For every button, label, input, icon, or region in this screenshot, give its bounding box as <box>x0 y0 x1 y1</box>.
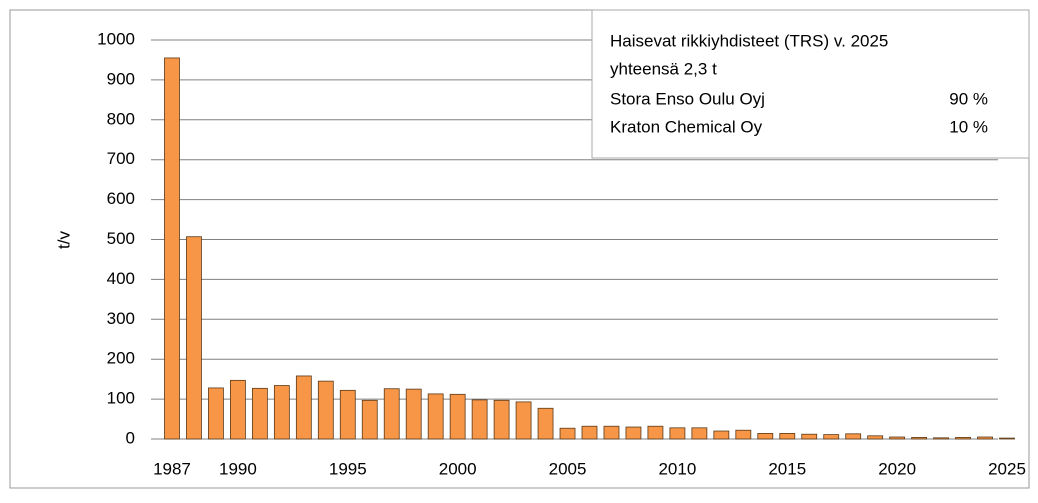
bar <box>559 427 576 440</box>
bar <box>669 427 686 440</box>
annotation-name: Stora Enso Oulu Oyj <box>610 89 765 108</box>
x-tick-label: 2005 <box>549 459 587 478</box>
annotation-name: Kraton Chemical Oy <box>610 117 763 136</box>
annotation-title: Haisevat rikkiyhdisteet (TRS) v. 2025 <box>610 31 888 50</box>
bar <box>779 433 796 440</box>
bar <box>164 57 180 440</box>
y-tick-label: 900 <box>107 69 135 88</box>
bar <box>427 393 444 440</box>
bar <box>186 236 202 440</box>
bar <box>955 437 971 440</box>
annotation-share: 90 % <box>949 89 988 108</box>
bar <box>735 429 752 440</box>
annotation-box <box>591 9 1030 159</box>
bar <box>603 425 620 440</box>
bar <box>625 426 642 440</box>
bar <box>449 393 466 440</box>
y-tick-label: 0 <box>126 428 135 447</box>
bar <box>251 387 268 440</box>
y-tick-label: 1000 <box>97 29 135 48</box>
y-axis-label: t/v <box>54 231 73 249</box>
bar <box>889 436 906 440</box>
bar <box>977 436 993 440</box>
x-tick-label: 1990 <box>219 459 257 478</box>
bar <box>581 425 598 440</box>
bar <box>515 401 532 440</box>
bar <box>361 399 378 440</box>
x-tick-label: 1995 <box>329 459 367 478</box>
bar <box>757 433 774 440</box>
bar <box>933 437 949 440</box>
y-tick-label: 200 <box>107 349 135 368</box>
bar <box>999 437 1015 440</box>
bar <box>537 407 554 440</box>
y-tick-label: 800 <box>107 109 135 128</box>
bar <box>339 389 356 440</box>
bar <box>691 427 708 440</box>
x-tick-label: 2010 <box>658 459 696 478</box>
bar <box>867 435 884 440</box>
bar <box>647 425 664 440</box>
x-tick-label: 2025 <box>988 459 1026 478</box>
bar <box>273 385 290 440</box>
bar <box>208 387 224 440</box>
bar <box>383 388 400 440</box>
y-tick-label: 300 <box>107 309 135 328</box>
x-tick-label: 2000 <box>439 459 477 478</box>
bar <box>801 433 818 440</box>
bar <box>493 399 510 440</box>
annotation-subtitle: yhteensä 2,3 t <box>610 59 717 78</box>
y-tick-label: 100 <box>107 389 135 408</box>
bar <box>471 399 488 440</box>
x-tick-label: 2020 <box>878 459 916 478</box>
bar <box>230 379 246 440</box>
bar <box>405 388 422 440</box>
bar <box>823 434 840 440</box>
bar <box>911 437 928 440</box>
x-tick-label: 2015 <box>768 459 806 478</box>
y-tick-label: 400 <box>107 269 135 288</box>
y-tick-label: 700 <box>107 149 135 168</box>
x-tick-label: 1987 <box>153 459 191 478</box>
bar <box>845 433 862 440</box>
annotation-share: 10 % <box>949 117 988 136</box>
bar <box>713 430 730 440</box>
bar <box>295 375 312 440</box>
y-tick-label: 600 <box>107 189 135 208</box>
y-tick-label: 500 <box>107 229 135 248</box>
bar <box>317 380 334 440</box>
